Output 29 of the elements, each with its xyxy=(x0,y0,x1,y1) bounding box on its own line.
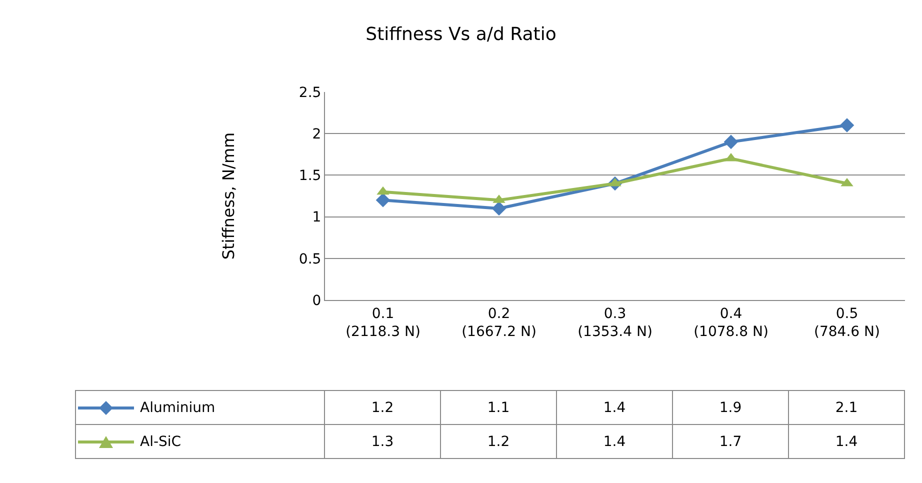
data-label: 1.4 xyxy=(556,424,672,458)
x-tick-label: 0.5 (784.6 N) xyxy=(814,306,880,340)
data-label: 1.3 xyxy=(324,424,440,458)
x-tick-label: 0.4 (1078.8 N) xyxy=(694,306,768,340)
data-label: 2.1 xyxy=(788,390,904,424)
data-label: 1.9 xyxy=(672,390,788,424)
data-label: 1.2 xyxy=(324,390,440,424)
data-label: 1.4 xyxy=(788,424,904,458)
chart-title: Stiffness Vs a/d Ratio xyxy=(366,24,556,45)
data-label: 1.7 xyxy=(672,424,788,458)
y-tick-label: 2 xyxy=(312,126,322,142)
y-tick-label: 0.5 xyxy=(298,251,322,268)
data-label: 1.4 xyxy=(556,390,672,424)
x-tick-label: 0.2 (1667.2 N) xyxy=(462,306,536,340)
point xyxy=(724,134,738,150)
legend-label: Aluminium xyxy=(140,400,216,416)
point xyxy=(376,193,390,208)
y-tick-label: 1 xyxy=(312,210,322,226)
point xyxy=(840,118,854,132)
y-axis-title: Stiffness, N/mm xyxy=(218,132,238,260)
data-label: 1.1 xyxy=(440,390,556,424)
data-label: 1.2 xyxy=(440,424,556,458)
y-tick-label: 0 xyxy=(312,292,322,309)
legend-label: Al-SiC xyxy=(140,434,182,450)
y-tick-label: 1.5 xyxy=(298,168,322,184)
x-tick-label: 0.1 (2118.3 N) xyxy=(346,306,420,340)
point xyxy=(492,201,506,216)
x-tick-label: 0.3 (1353.4 N) xyxy=(578,306,652,340)
y-tick-label: 2.5 xyxy=(298,84,322,101)
